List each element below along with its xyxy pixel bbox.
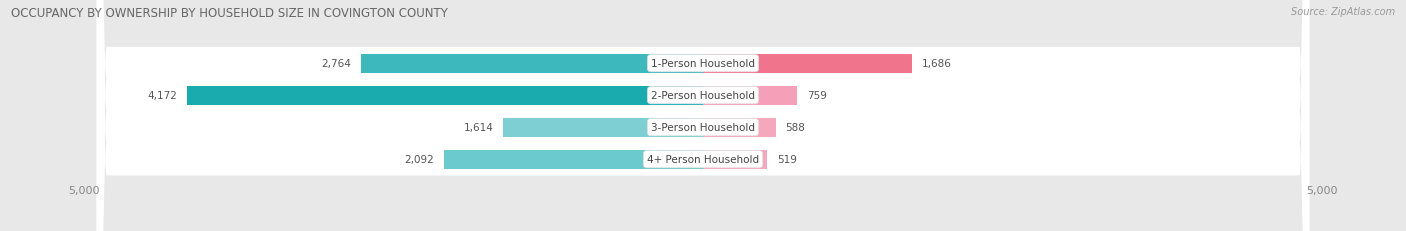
Bar	[703, 54, 911, 73]
Text: 2,764: 2,764	[321, 59, 352, 69]
Text: 2,092: 2,092	[405, 155, 434, 164]
Text: 1,614: 1,614	[464, 123, 494, 133]
Text: 1,686: 1,686	[921, 59, 952, 69]
Text: 1-Person Household: 1-Person Household	[651, 59, 755, 69]
Text: OCCUPANCY BY OWNERSHIP BY HOUSEHOLD SIZE IN COVINGTON COUNTY: OCCUPANCY BY OWNERSHIP BY HOUSEHOLD SIZE…	[11, 7, 449, 20]
Bar	[703, 86, 797, 105]
FancyBboxPatch shape	[97, 0, 1309, 231]
Bar	[503, 118, 703, 137]
FancyBboxPatch shape	[97, 0, 1309, 231]
FancyBboxPatch shape	[97, 0, 1309, 231]
Bar	[444, 150, 703, 169]
Text: 4,172: 4,172	[148, 91, 177, 101]
Text: 2-Person Household: 2-Person Household	[651, 91, 755, 101]
Bar	[361, 54, 703, 73]
Bar	[703, 150, 768, 169]
Bar	[187, 86, 703, 105]
Text: 519: 519	[778, 155, 797, 164]
Text: 3-Person Household: 3-Person Household	[651, 123, 755, 133]
Text: Source: ZipAtlas.com: Source: ZipAtlas.com	[1291, 7, 1395, 17]
Text: 588: 588	[786, 123, 806, 133]
Text: 4+ Person Household: 4+ Person Household	[647, 155, 759, 164]
Text: 759: 759	[807, 91, 827, 101]
Bar	[703, 118, 776, 137]
FancyBboxPatch shape	[97, 0, 1309, 231]
